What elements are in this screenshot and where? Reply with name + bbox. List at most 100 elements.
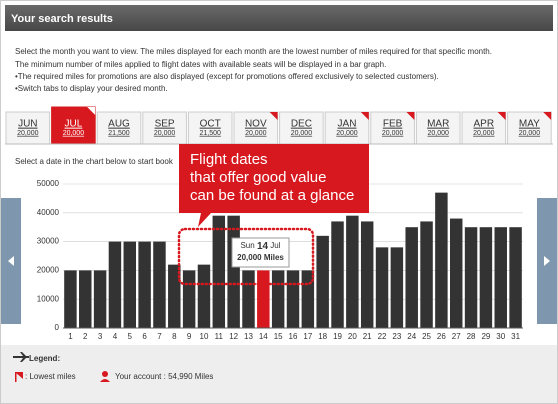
y-tick-label: 20000 [37,266,60,275]
lowest-flag [360,112,369,120]
x-tick-label: 1 [68,332,73,341]
x-tick-label: 30 [496,332,505,341]
legend-account: Your account : 54,990 Miles [115,372,213,381]
tab-month: OCT [200,119,221,130]
bar[interactable] [494,227,507,328]
x-tick-label: 28 [467,332,476,341]
tab-month: DEC [291,119,312,130]
lowest-flag [269,112,278,120]
callout-line: that offer good value [190,169,327,186]
bar[interactable] [316,235,329,328]
x-tick-label: 5 [128,332,133,341]
bar[interactable] [479,227,493,328]
header-bar [5,5,553,31]
x-tick-label: 21 [363,332,372,341]
tooltip-weekday: Sun [240,241,254,250]
x-tick-label: 19 [333,332,342,341]
bar[interactable] [197,264,211,328]
tab-miles: 20,000 [382,130,404,137]
legend-title: Legend: [29,354,60,363]
tab-miles: 20,000 [63,130,85,137]
plane-icon [13,352,29,362]
tab-month: MAY [519,119,540,130]
bar[interactable] [242,270,255,328]
tab-miles: 20,000 [427,130,449,137]
bar[interactable] [123,241,137,328]
bar[interactable] [108,241,122,328]
x-tick-label: 3 [98,332,103,341]
tab-month: FEB [383,119,403,130]
lowest-flag [497,112,506,120]
prev-icon [8,256,14,266]
tab-month: NOV [245,119,267,130]
account-icon [102,371,108,377]
month-tab[interactable] [415,111,461,145]
x-tick-label: 12 [229,332,238,341]
bar[interactable] [93,270,107,328]
bar[interactable] [435,192,448,328]
x-tick-label: 8 [172,332,177,341]
lowest-flag [87,107,96,115]
tooltip-day: 14 [257,241,269,252]
month-tab[interactable] [461,111,507,145]
bar[interactable] [390,247,404,328]
bar[interactable] [449,218,463,328]
tab-miles: 20,000 [519,130,541,137]
x-tick-label: 27 [452,332,461,341]
bar[interactable] [227,215,240,328]
bar[interactable] [420,221,433,328]
x-tick-label: 15 [274,332,283,341]
month-tab[interactable] [51,106,96,145]
bar[interactable] [212,215,226,328]
tab-miles: 20,000 [473,130,495,137]
tab-month: JUN [18,119,37,130]
x-tick-label: 22 [378,332,387,341]
bar[interactable] [153,241,166,328]
bar[interactable] [464,227,478,328]
tooltip-box [231,237,290,268]
x-tick-label: 24 [407,332,416,341]
bar[interactable] [509,227,522,328]
tab-month: AUG [108,119,130,130]
bar[interactable] [286,270,300,328]
bar[interactable] [405,227,418,328]
month-tab[interactable] [96,111,142,145]
bar[interactable] [331,221,344,328]
bar[interactable] [346,215,359,328]
lowest-flag [543,112,552,120]
bar[interactable] [79,270,92,328]
x-tick-label: 23 [392,332,401,341]
bar[interactable] [257,270,270,328]
x-tick-label: 25 [422,332,431,341]
month-tab[interactable] [187,111,233,145]
bar[interactable] [375,247,389,328]
x-tick-label: 26 [437,332,446,341]
bar[interactable] [271,270,285,328]
instruction: Select a date in the chart below to star… [15,157,174,166]
bar[interactable] [64,270,77,328]
flag-pole [15,372,17,382]
x-tick-label: 17 [303,332,312,341]
tab-month: JAN [338,119,357,130]
legend-lowest: : Lowest miles [25,372,76,381]
bar[interactable] [168,264,181,328]
month-tab[interactable] [5,111,51,145]
month-tab[interactable] [279,111,324,145]
month-tab[interactable] [324,111,370,145]
header-title: Your search results [11,13,113,25]
intro-line: •Switch tabs to display your desired mon… [15,84,168,93]
bar[interactable] [360,221,374,328]
tooltip-miles: 20,000 Miles [237,253,284,262]
tab-miles: 20,000 [336,130,358,137]
month-tab[interactable] [507,111,552,145]
bar[interactable] [138,241,151,328]
x-tick-label: 16 [289,332,298,341]
x-tick-label: 6 [142,332,147,341]
callout-box [179,144,369,227]
highlight-frame [177,227,315,286]
legend-area [1,345,557,403]
x-tick-label: 7 [157,332,162,341]
tab-miles: 21,500 [108,130,130,137]
bar[interactable] [182,270,196,328]
